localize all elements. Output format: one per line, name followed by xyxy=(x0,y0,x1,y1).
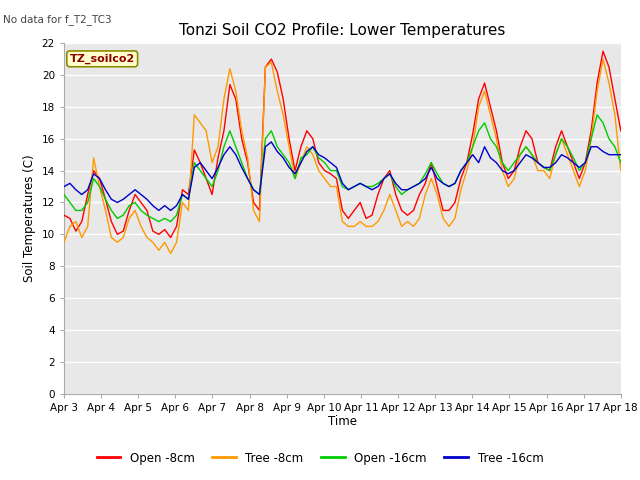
Title: Tonzi Soil CO2 Profile: Lower Temperatures: Tonzi Soil CO2 Profile: Lower Temperatur… xyxy=(179,23,506,38)
Text: TZ_soilco2: TZ_soilco2 xyxy=(70,54,135,64)
Legend: Open -8cm, Tree -8cm, Open -16cm, Tree -16cm: Open -8cm, Tree -8cm, Open -16cm, Tree -… xyxy=(92,447,548,469)
X-axis label: Time: Time xyxy=(328,415,357,429)
Y-axis label: Soil Temperatures (C): Soil Temperatures (C) xyxy=(23,155,36,282)
Text: No data for f_T2_TC3: No data for f_T2_TC3 xyxy=(3,14,112,25)
